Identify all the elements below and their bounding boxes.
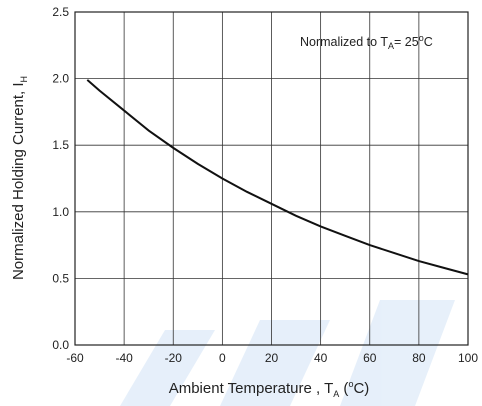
x-tick-label: 20 — [265, 351, 279, 365]
watermark — [120, 300, 455, 406]
x-tick-label: -40 — [115, 351, 133, 365]
y-tick-label: 0.5 — [52, 271, 69, 285]
y-tick-label: 2.5 — [52, 5, 69, 19]
series-line — [86, 79, 469, 276]
x-tick-label: -60 — [66, 351, 84, 365]
x-tick-labels: -60 -40 -20 0 20 40 60 80 100 — [66, 351, 478, 365]
x-tick-label: -20 — [165, 351, 183, 365]
y-tick-label: 1.5 — [52, 138, 69, 152]
plot-frame — [74, 11, 469, 346]
annotation: Normalized to TA= 25oC — [300, 33, 433, 51]
x-tick-label: 0 — [219, 351, 226, 365]
x-tick-label: 80 — [412, 351, 426, 365]
y-tick-label: 0.0 — [52, 338, 69, 352]
x-tick-label: 60 — [363, 351, 377, 365]
y-tick-labels: 0.0 0.5 1.0 1.5 2.0 2.5 — [52, 5, 69, 352]
x-tick-label: 100 — [458, 351, 478, 365]
x-tick-label: 40 — [314, 351, 328, 365]
grid — [75, 12, 468, 345]
y-axis-label: Normalized Holding Current, IH — [10, 76, 29, 280]
y-tick-label: 2.0 — [52, 72, 69, 86]
y-tick-label: 1.0 — [52, 205, 69, 219]
x-axis-label: Ambient Temperature , TA (oC) — [169, 379, 370, 399]
